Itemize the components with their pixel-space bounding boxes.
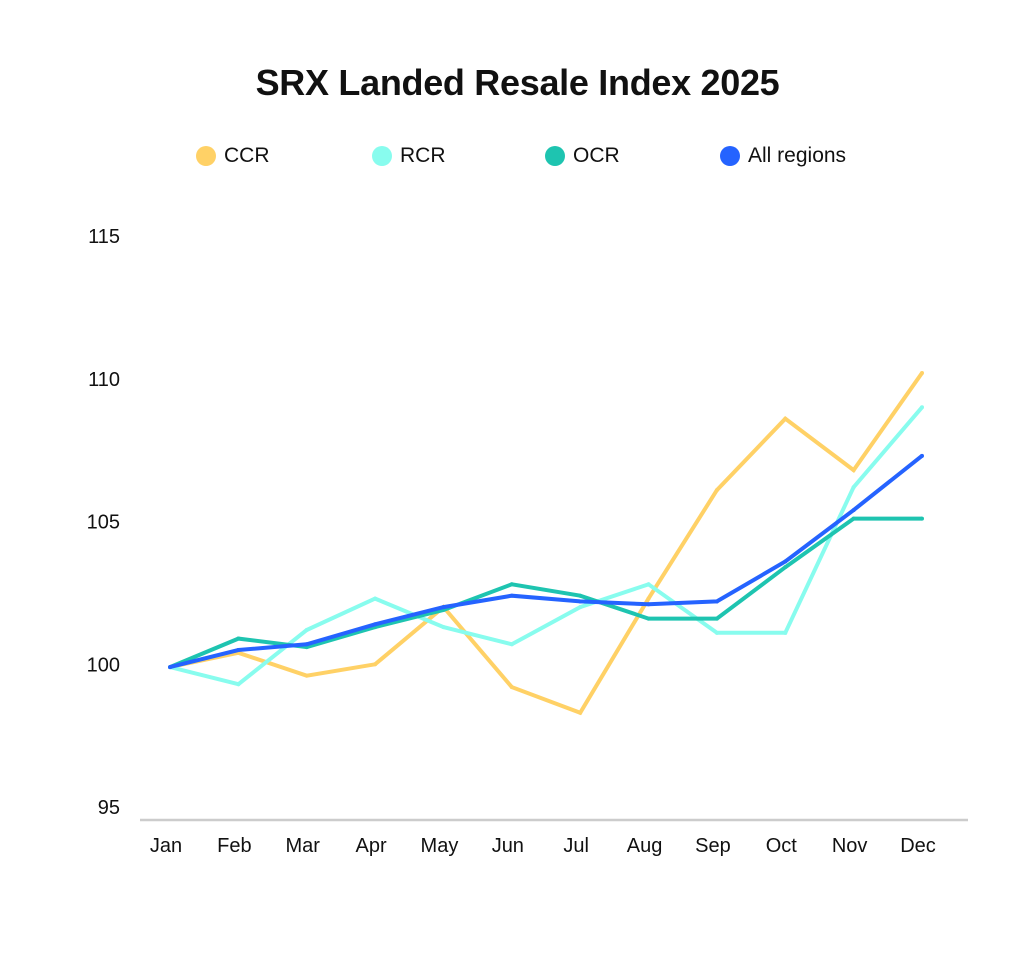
- data-point[interactable]: [304, 673, 309, 678]
- data-point[interactable]: [441, 625, 446, 630]
- y-tick-label: 110: [88, 369, 120, 391]
- data-point[interactable]: [373, 622, 378, 627]
- data-point[interactable]: [851, 508, 856, 513]
- data-point[interactable]: [509, 593, 514, 598]
- x-tick-label: Jun: [492, 835, 524, 857]
- legend-item-ccr[interactable]: CCR: [196, 144, 270, 168]
- y-axis: 95 100 105 110 115: [87, 226, 120, 819]
- data-point[interactable]: [236, 636, 241, 641]
- x-tick-label: Sep: [695, 835, 731, 857]
- legend-label: All regions: [748, 144, 847, 167]
- legend-item-all-regions[interactable]: All regions: [720, 144, 846, 168]
- data-point[interactable]: [783, 416, 788, 421]
- legend-item-ocr[interactable]: OCR: [545, 144, 620, 168]
- legend: CCR RCR OCR All regions: [0, 144, 1035, 172]
- x-tick-label: Jul: [563, 835, 589, 857]
- data-point[interactable]: [236, 647, 241, 652]
- data-point[interactable]: [920, 371, 924, 376]
- data-point[interactable]: [509, 582, 514, 587]
- legend-label: OCR: [573, 144, 620, 167]
- data-point[interactable]: [851, 516, 856, 521]
- x-tick-label: Dec: [900, 835, 936, 857]
- x-tick-label: May: [421, 835, 459, 857]
- data-point[interactable]: [578, 605, 583, 610]
- data-point[interactable]: [168, 665, 172, 670]
- legend-label: CCR: [224, 144, 270, 167]
- data-point[interactable]: [373, 596, 378, 601]
- legend-marker-icon: [720, 146, 740, 166]
- x-tick-label: Mar: [286, 835, 321, 857]
- legend-marker-icon: [196, 146, 216, 166]
- data-point[interactable]: [304, 627, 309, 632]
- data-point[interactable]: [304, 642, 309, 647]
- y-tick-label: 115: [88, 226, 120, 248]
- series-line[interactable]: [169, 454, 924, 670]
- data-point[interactable]: [783, 565, 788, 570]
- legend-label: RCR: [400, 144, 446, 167]
- data-point[interactable]: [509, 685, 514, 690]
- data-point[interactable]: [714, 616, 719, 621]
- legend-marker-icon: [545, 146, 565, 166]
- data-point[interactable]: [578, 599, 583, 604]
- data-point[interactable]: [646, 582, 651, 587]
- data-point[interactable]: [509, 642, 514, 647]
- data-point[interactable]: [920, 453, 924, 458]
- data-point[interactable]: [714, 599, 719, 604]
- data-point[interactable]: [783, 630, 788, 635]
- legend-marker-icon: [372, 146, 392, 166]
- x-tick-label: Apr: [356, 835, 387, 857]
- x-tick-label: Aug: [627, 835, 663, 857]
- series-lines: [168, 371, 924, 716]
- data-point[interactable]: [441, 605, 446, 610]
- x-tick-label: Oct: [766, 835, 798, 857]
- series-line[interactable]: [169, 371, 924, 716]
- y-tick-label: 95: [98, 797, 120, 819]
- series-ccr: [168, 371, 924, 716]
- series-all-regions: [168, 453, 924, 670]
- data-point[interactable]: [646, 616, 651, 621]
- data-point[interactable]: [920, 405, 924, 410]
- y-tick-label: 105: [87, 512, 120, 534]
- x-tick-label: Feb: [217, 835, 251, 857]
- data-point[interactable]: [646, 602, 651, 607]
- data-point[interactable]: [851, 468, 856, 473]
- x-tick-label: Jan: [150, 835, 182, 857]
- data-point[interactable]: [646, 596, 651, 601]
- data-point[interactable]: [236, 682, 241, 687]
- data-point[interactable]: [920, 516, 924, 521]
- data-point[interactable]: [578, 710, 583, 715]
- data-point[interactable]: [714, 630, 719, 635]
- chart-title: SRX Landed Resale Index 2025: [255, 62, 780, 103]
- data-point[interactable]: [714, 488, 719, 493]
- x-tick-label: Nov: [832, 835, 868, 857]
- legend-item-rcr[interactable]: RCR: [372, 144, 446, 168]
- series-line[interactable]: [169, 405, 924, 687]
- data-point[interactable]: [578, 593, 583, 598]
- data-point[interactable]: [373, 662, 378, 667]
- x-axis: Jan Feb Mar Apr May Jun Jul Aug Sep Oct Nov Dec: [150, 835, 936, 857]
- data-point[interactable]: [851, 485, 856, 490]
- y-tick-label: 100: [87, 654, 120, 676]
- data-point[interactable]: [783, 559, 788, 564]
